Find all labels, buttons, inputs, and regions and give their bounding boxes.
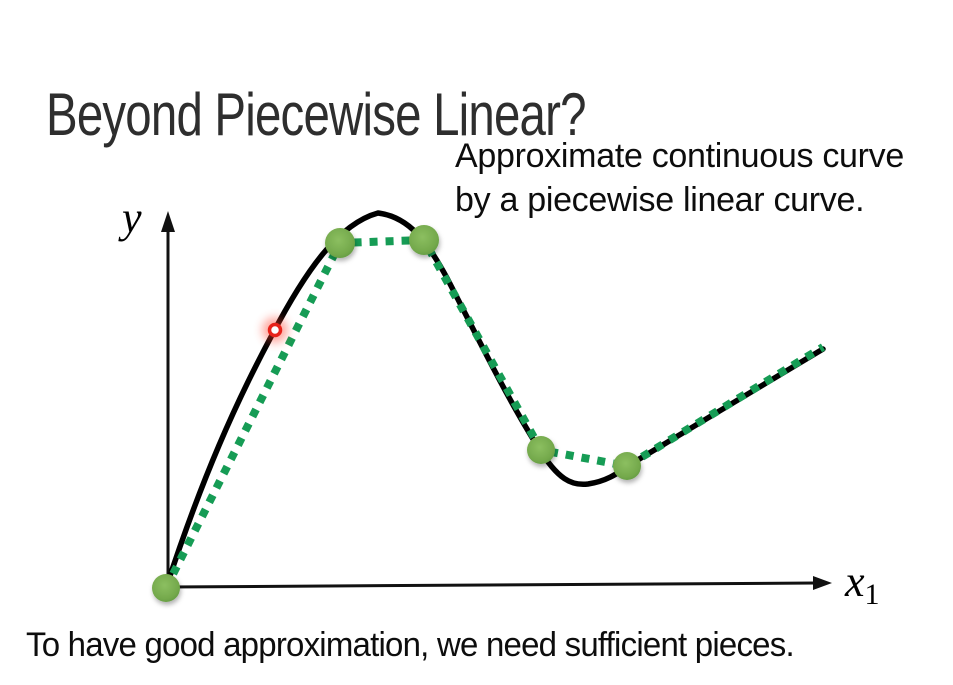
caption-text: To have good approximation, we need suff… (26, 626, 795, 664)
breakpoint-dot (325, 228, 355, 258)
breakpoint-dot (613, 452, 641, 480)
x-axis-label: x1 (845, 556, 880, 610)
annotation-line-2: by a piecewise linear curve. (455, 181, 865, 220)
breakpoint-dots (152, 225, 641, 602)
breakpoint-dot (527, 436, 555, 464)
piecewise-approximation (162, 235, 826, 590)
x-axis-label-subscript: 1 (864, 578, 880, 611)
x-axis-label-base: x (845, 557, 865, 606)
axes (161, 211, 832, 590)
y-axis-label: y (122, 193, 142, 242)
slide-title: Beyond Piecewise Linear? (46, 81, 586, 149)
annotation-text: Approximate continuous curve by a piecew… (455, 134, 904, 222)
annotation-line-1: Approximate continuous curve (455, 137, 904, 175)
y-axis-arrowhead (161, 211, 175, 232)
x-axis-arrowhead (813, 576, 832, 590)
breakpoint-dot (409, 225, 439, 255)
laser-pointer-dot (262, 317, 288, 343)
x-axis-line (167, 581, 817, 589)
breakpoint-dot (152, 574, 180, 602)
laser-ring (267, 322, 283, 338)
